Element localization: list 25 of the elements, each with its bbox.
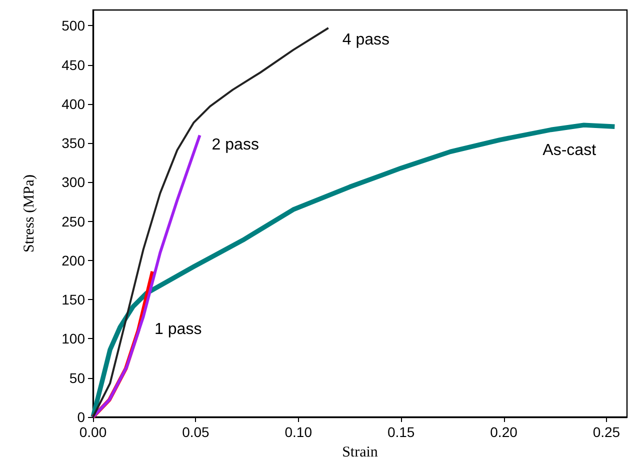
y-tick-label: 300 [62, 174, 86, 190]
series-label: As-cast [542, 142, 597, 160]
x-tick-label: 0.00 [79, 424, 107, 440]
x-tick-label: 0.05 [182, 424, 210, 440]
series-label: 1 pass [154, 320, 202, 338]
y-tick-label: 400 [62, 96, 86, 112]
y-tick-label: 250 [62, 213, 86, 230]
x-tick-label: 0.20 [490, 424, 518, 440]
y-tick-label: 150 [62, 292, 86, 308]
y-tick-label: 100 [62, 330, 86, 347]
line-series [92, 27, 330, 418]
line-series [92, 134, 202, 418]
y-tick-label: 350 [62, 135, 86, 152]
x-tick-label: 0.15 [387, 424, 415, 440]
x-tick-label: 0.25 [592, 424, 620, 440]
y-axis-title: Stress (MPa) [22, 174, 38, 252]
series-label: 2 pass [212, 136, 259, 154]
y-tick-label: 50 [69, 370, 86, 386]
y-tick-label: 0 [77, 409, 86, 425]
y-tick-label: 450 [62, 56, 86, 73]
y-tick-label: 200 [62, 252, 86, 268]
series-label: 4 pass [342, 32, 390, 48]
x-axis-title: Strain [342, 444, 378, 460]
x-tick-label: 0.10 [284, 424, 312, 440]
y-tick-label: 500 [62, 18, 86, 34]
